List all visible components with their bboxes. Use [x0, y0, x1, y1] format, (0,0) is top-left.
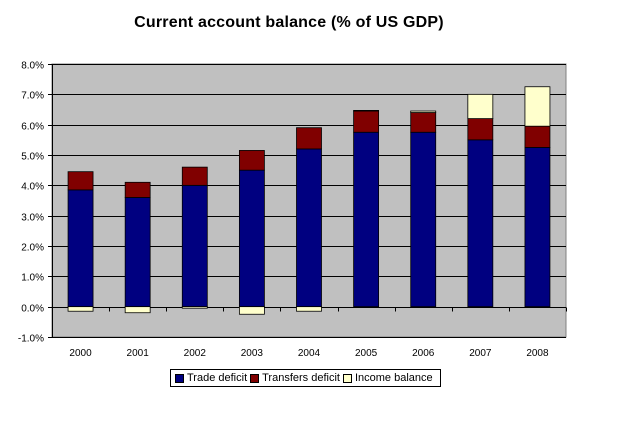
legend-label-trade-deficit: Trade deficit [187, 372, 248, 384]
legend-swatch-income-balance [342, 373, 352, 383]
bar-transfers-deficit-2000 [67, 171, 94, 191]
bar-transfers-deficit-2001 [124, 181, 151, 198]
chart-legend: Trade deficit Transfers deficit Income b… [170, 369, 441, 387]
bar-trade-deficit-2004 [296, 148, 322, 308]
x-tick-label: 2008 [526, 348, 549, 359]
legend-item-income-balance: Income balance [342, 372, 433, 384]
bar-income-balance-2000 [67, 306, 94, 312]
x-tick-label: 2003 [241, 348, 264, 359]
y-tick-label: 7.0% [21, 91, 44, 102]
bar-income-balance-2008 [524, 86, 551, 127]
bar-trade-deficit-2002 [181, 184, 208, 308]
bar-transfers-deficit-2006 [410, 112, 437, 133]
y-tick-label: 2.0% [21, 243, 44, 254]
bar-income-balance-2002 [181, 306, 208, 309]
bar-income-balance-2003 [238, 306, 265, 315]
bar-trade-deficit-2006 [410, 131, 437, 308]
bar-trade-deficit-2008 [524, 147, 551, 308]
bar-transfers-deficit-2005 [353, 110, 380, 133]
y-tick-label: 8.0% [21, 61, 44, 72]
x-tick-label: 2002 [184, 348, 207, 359]
y-tick-label: 3.0% [21, 213, 44, 224]
bar-trade-deficit-2005 [353, 131, 380, 308]
x-tick-label: 2004 [298, 348, 321, 359]
y-tick-label: 0.0% [21, 304, 44, 315]
y-tick-label: 5.0% [21, 152, 44, 163]
bar-income-balance-2004 [296, 306, 322, 312]
bar-income-balance-2007 [467, 93, 494, 120]
legend-swatch-trade-deficit [175, 373, 184, 383]
bar-income-balance-2005 [353, 110, 380, 112]
legend-label-income-balance: Income balance [354, 372, 433, 384]
bar-transfers-deficit-2007 [467, 118, 494, 141]
bar-income-balance-2001 [124, 306, 151, 314]
legend-label-transfers-deficit: Transfers deficit [262, 372, 340, 384]
y-tick-label: 6.0% [21, 122, 44, 133]
bar-trade-deficit-2003 [238, 169, 265, 308]
y-tick-label: 4.0% [21, 182, 44, 193]
legend-item-transfers-deficit: Transfers deficit [250, 372, 340, 384]
x-tick-label: 2000 [69, 348, 92, 359]
y-tick-label: -1.0% [18, 334, 44, 345]
legend-item-trade-deficit: Trade deficit [175, 372, 247, 384]
x-tick-label: 2007 [469, 348, 492, 359]
bar-income-balance-2006 [410, 110, 437, 113]
bar-transfers-deficit-2008 [524, 125, 551, 148]
x-tick-label: 2005 [355, 348, 378, 359]
y-tick-label: 1.0% [21, 273, 44, 284]
bar-trade-deficit-2000 [67, 189, 94, 308]
legend-swatch-transfers-deficit [250, 373, 260, 383]
x-tick-label: 2001 [127, 348, 150, 359]
x-tick-label: 2006 [412, 348, 435, 359]
bar-transfers-deficit-2002 [181, 166, 208, 186]
bar-transfers-deficit-2003 [238, 150, 265, 171]
bar-transfers-deficit-2004 [296, 127, 322, 150]
bar-trade-deficit-2001 [124, 197, 151, 308]
bar-trade-deficit-2007 [467, 139, 494, 308]
chart-title: Current account balance (% of US GDP) [134, 14, 444, 31]
